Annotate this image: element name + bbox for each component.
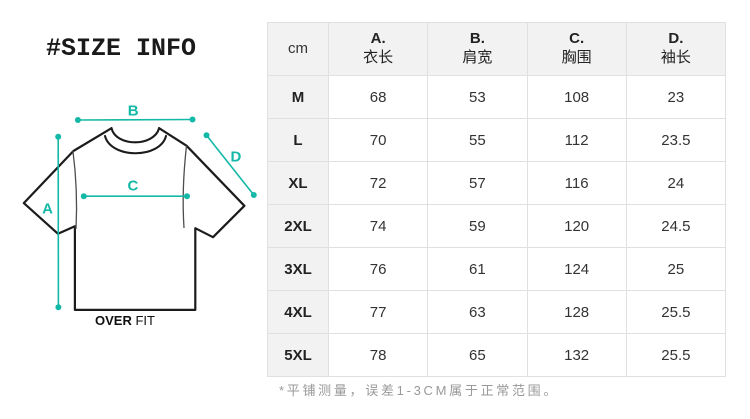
svg-text:A: A (42, 201, 53, 218)
svg-text:D: D (230, 149, 241, 166)
svg-text:C: C (127, 178, 138, 195)
svg-text:B: B (128, 103, 139, 120)
